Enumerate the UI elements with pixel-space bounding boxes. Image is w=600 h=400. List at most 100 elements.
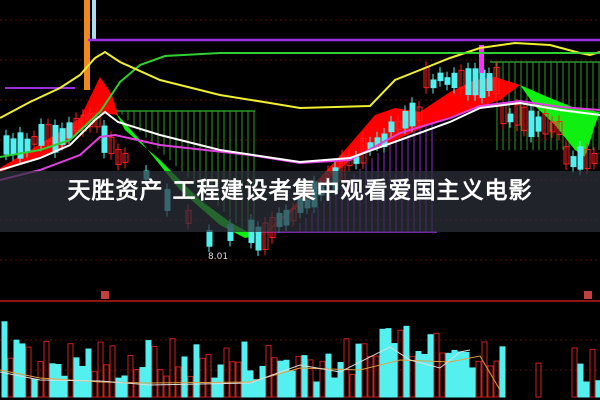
candle-down — [66, 122, 73, 139]
volume-bar-up — [349, 373, 356, 398]
candle-down — [577, 146, 584, 170]
ribbon-up-left — [0, 77, 118, 172]
volume-bar-down — [139, 367, 146, 398]
candle-spike — [84, 0, 90, 90]
volume-bar-down — [337, 362, 344, 398]
volume-bar-down — [469, 367, 476, 398]
candle-up — [493, 66, 500, 95]
volume-bar-down — [121, 375, 128, 398]
candle-down — [570, 156, 577, 168]
volume-bar-up — [187, 375, 194, 398]
candle-down — [409, 102, 416, 127]
volume-bar-down — [595, 380, 600, 398]
candle-down — [465, 68, 472, 96]
volume-bar-up — [43, 340, 50, 398]
candle-up — [458, 69, 465, 89]
volume-bar-up — [223, 347, 230, 398]
candle-up — [416, 106, 423, 121]
volume-bar-down — [247, 370, 254, 398]
volume-bar-up — [175, 366, 182, 398]
candle-down — [437, 72, 444, 82]
volume-bar-down — [277, 360, 284, 398]
candle-down — [479, 69, 486, 98]
volume-bar-up — [169, 338, 176, 398]
volume-bar-up — [439, 352, 446, 398]
volume-bar-up — [307, 359, 314, 398]
volume-bar-down — [79, 365, 86, 398]
candle-up — [591, 152, 598, 164]
candle-up — [549, 121, 556, 133]
candle-up — [521, 106, 528, 131]
volume-bar-down — [211, 377, 218, 398]
caption-band — [0, 171, 600, 232]
candle-up — [31, 136, 38, 145]
volume-bar-up — [271, 357, 278, 398]
volume-bar-down — [355, 343, 362, 398]
volume-bar-down — [445, 352, 452, 398]
candle-down — [430, 79, 437, 89]
volume-bar-up — [265, 344, 272, 398]
volume-bar-down — [115, 377, 122, 398]
candle-spike-2 — [92, 0, 96, 40]
volume-bar-up — [109, 345, 116, 398]
candle-up — [122, 152, 129, 163]
candle-down — [402, 110, 409, 129]
volume-bar-up — [367, 355, 374, 398]
candle-down — [535, 116, 542, 132]
volume-bar-down — [331, 377, 338, 398]
candle-up — [563, 146, 570, 165]
candle-down — [10, 138, 17, 156]
volume-bar-down — [313, 381, 320, 398]
candle-down — [444, 77, 451, 85]
volume-bar-down — [289, 370, 296, 398]
volume-bar-down — [1, 321, 8, 398]
volume-bar-up — [199, 357, 206, 398]
candle-up — [87, 113, 94, 128]
volume-bar-down — [451, 349, 458, 398]
candle-up — [514, 104, 521, 126]
candle-up — [45, 124, 52, 142]
volume-bar-down — [61, 375, 68, 398]
candle-up — [115, 149, 122, 165]
candle-down — [59, 128, 66, 145]
candle-up — [556, 121, 563, 135]
volume-bar-down — [31, 378, 38, 398]
volume-bar-down — [325, 353, 332, 398]
volume-bar-up — [295, 355, 302, 398]
volume-bar-up — [535, 362, 542, 398]
volume-bar-up — [127, 355, 134, 398]
candle-down — [17, 132, 24, 159]
volume-bar-down — [193, 344, 200, 398]
marker-icon — [584, 291, 592, 299]
volume-bar-up — [433, 332, 440, 398]
ma-green-line — [0, 52, 600, 158]
volume-bar-up — [25, 346, 32, 398]
volume-bar-up — [481, 341, 488, 398]
volume-bar-up — [397, 329, 404, 398]
candle-down — [486, 73, 493, 92]
volume-bar-up — [151, 345, 158, 398]
volume-bar-down — [499, 346, 506, 398]
volume-bar-up — [409, 355, 416, 398]
candle-up — [108, 136, 115, 155]
volume-bar-up — [571, 347, 578, 398]
candle-down — [451, 72, 458, 89]
candle-down — [52, 124, 59, 153]
volume-bar-up — [67, 343, 74, 398]
volume-bar-up — [97, 341, 104, 398]
volume-bar-up — [37, 360, 44, 398]
volume-bar-up — [487, 365, 494, 398]
candle-down — [528, 110, 535, 138]
volume-bar-down — [421, 353, 428, 398]
volume-bar-down — [415, 351, 422, 398]
volume-bar-up — [7, 357, 14, 398]
volume-bar-down — [457, 351, 464, 398]
volume-bar-down — [241, 341, 248, 398]
candle-down — [101, 125, 108, 153]
volume-bar-down — [145, 340, 152, 398]
marker-icon — [101, 291, 109, 299]
volume-bar-down — [463, 351, 470, 398]
candle-up — [542, 112, 549, 135]
ma-white-line — [0, 101, 600, 171]
